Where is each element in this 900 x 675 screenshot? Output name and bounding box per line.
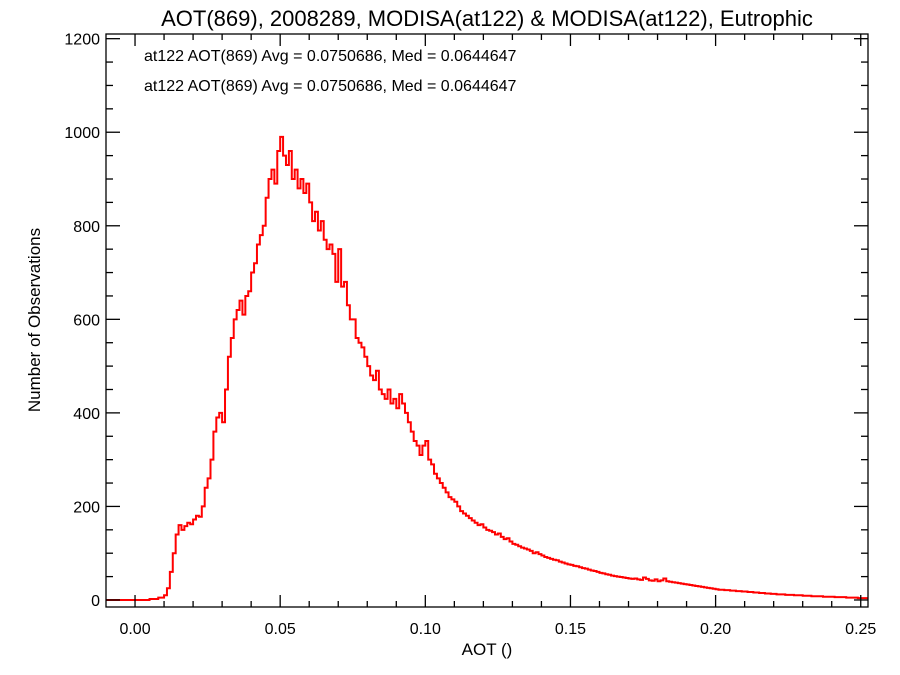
y-tick-label: 400 [73,406,100,423]
tick-labels: 0.00 0.05 0.10 0.15 0.20 0.25 0 200 400 600 800 100… [64,32,876,638]
x-axis-label: AOT () [462,640,513,659]
histogram-series-1 [106,135,868,601]
y-tick-label: 1200 [64,32,100,49]
y-tick-label: 0 [91,593,100,610]
x-tick-label: 0.00 [119,621,150,638]
plot-series [106,135,868,601]
legend-entry-1: at122 AOT(869) Avg = 0.0750686, Med = 0.… [144,48,517,65]
y-tick-label: 800 [73,219,100,236]
x-tick-label: 0.05 [265,621,296,638]
y-tick-label: 600 [73,312,100,329]
plot-frame [105,33,869,608]
y-tick-label: 200 [73,499,100,516]
y-tick-label: 1000 [64,125,100,142]
chart-title: AOT(869), 2008289, MODISA(at122) & MODIS… [161,6,813,31]
x-tick-label: 0.10 [410,621,441,638]
axis-ticks [106,34,868,607]
x-tick-label: 0.20 [700,621,731,638]
x-tick-label: 0.15 [555,621,586,638]
legend-entry-2: at122 AOT(869) Avg = 0.0750686, Med = 0.… [144,78,517,95]
y-axis-label: Number of Observations [25,228,44,412]
x-tick-label: 0.25 [845,621,876,638]
legend: at122 AOT(869) Avg = 0.0750686, Med = 0.… [144,48,517,95]
